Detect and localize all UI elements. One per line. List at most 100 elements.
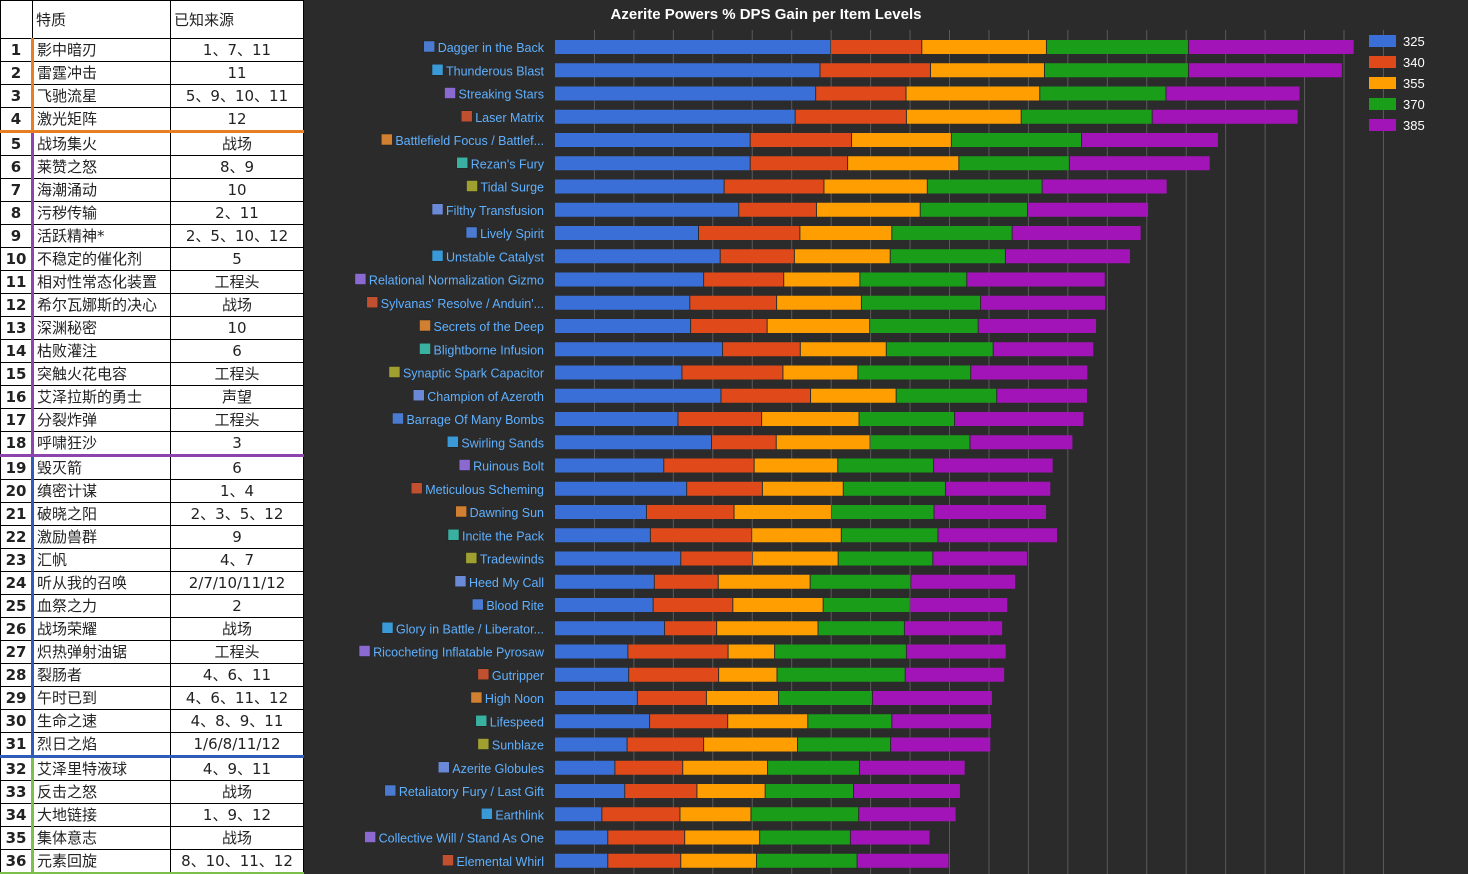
row-index: 29	[0, 686, 34, 710]
bar-segment-355	[706, 691, 779, 705]
category-label: High Noon	[485, 692, 544, 706]
trait-source: 4、9、11	[170, 756, 304, 781]
power-icon	[438, 761, 450, 773]
bar-segment-385	[1188, 63, 1342, 78]
bar-segment-355	[704, 737, 798, 752]
category-label: Ricocheting Inflatable Pyrosaw	[373, 646, 545, 660]
dps-chart: Azerite Powers % DPS Gain per Item Level…	[354, 6, 1425, 874]
bar-segment-325	[555, 481, 687, 496]
header-trait: 特质	[32, 0, 171, 39]
trait-source: 4、6、11、12	[170, 686, 304, 710]
bar-segment-325	[555, 86, 816, 101]
bar-segment-355	[680, 807, 751, 822]
row-index: 33	[0, 780, 34, 804]
bar-segment-385	[997, 388, 1087, 403]
bar-segment-370	[779, 691, 872, 705]
bar-segment-340	[628, 644, 728, 659]
row-index: 30	[0, 709, 34, 733]
bar-segment-370	[760, 830, 850, 845]
bar-segment-385	[934, 505, 1046, 519]
bar-segment-355	[848, 156, 959, 171]
table-row: 28 裂肠者 4、6、11	[0, 663, 304, 687]
category-label: Thunderous Blast	[446, 64, 545, 78]
power-icon	[477, 738, 490, 750]
category-label: Sylvanas' Resolve / Anduin'...	[381, 297, 544, 311]
bar-segment-340	[721, 388, 811, 403]
table-row: 31 烈日之焰 1/6/8/11/12	[0, 732, 304, 758]
bar-segment-355	[816, 202, 920, 217]
table-row: 4 激光矩阵 12	[0, 107, 304, 133]
bar-segment-385	[967, 272, 1105, 287]
power-icon	[410, 482, 423, 494]
trait-name: 生命之速	[32, 709, 171, 733]
trait-name: 炽热弹射油锯	[32, 640, 171, 664]
bar-segment-385	[1082, 133, 1218, 147]
trait-name: 突触火花电容	[32, 362, 171, 386]
bar-segment-340	[665, 621, 717, 636]
table-row: 2 雷霆冲击 11	[0, 61, 304, 85]
legend-swatch	[1369, 77, 1396, 89]
bar-segment-325	[555, 272, 704, 287]
bar-segment-370	[768, 760, 859, 775]
bar-segment-340	[653, 598, 733, 612]
trait-name: 激励兽群	[32, 525, 171, 549]
bar-segment-325	[555, 691, 637, 705]
category-label: Retaliatory Fury / Last Gift	[399, 785, 545, 799]
category-label: Synaptic Spark Capacitor	[403, 367, 544, 381]
trait-source: 6	[170, 339, 304, 363]
bar-segment-325	[555, 807, 602, 822]
row-index: 8	[0, 201, 34, 225]
bar-segment-370	[859, 412, 955, 426]
legend-swatch	[1369, 119, 1396, 131]
trait-source: 工程头	[170, 362, 304, 386]
bar-segment-385	[938, 528, 1057, 543]
category-label: Lively Spirit	[480, 227, 544, 241]
bar-segment-325	[555, 133, 750, 147]
legend-label: 340	[1403, 55, 1425, 70]
trait-name: 深渊秘密	[32, 316, 171, 340]
trait-source: 6	[170, 455, 304, 480]
bar-segment-340	[608, 830, 685, 845]
category-label: Champion of Azeroth	[427, 390, 544, 404]
bar-segment-385	[905, 667, 1005, 682]
row-index: 9	[0, 224, 34, 248]
trait-name: 缜密计谋	[32, 479, 171, 503]
table-row: 1 影中暗刃 1、7、11	[0, 38, 304, 62]
power-icon	[419, 343, 431, 355]
table-row: 6 莱赞之怒 8、9	[0, 155, 304, 179]
row-index: 11	[0, 270, 34, 294]
row-index: 27	[0, 640, 34, 664]
power-icon	[447, 529, 460, 541]
chart-panel: Azerite Powers % DPS Gain per Item Level…	[304, 0, 1468, 874]
bar-segment-340	[602, 807, 680, 822]
category-label: Filthy Transfusion	[446, 204, 544, 218]
bar-segment-370	[886, 342, 993, 357]
trait-name: 元素回旋	[32, 849, 171, 874]
table-row: 10 不稳定的催化剂 5	[0, 247, 304, 271]
power-icon	[465, 226, 478, 239]
power-icon	[431, 203, 444, 215]
trait-name: 毁灭箭	[32, 455, 171, 480]
power-icon	[465, 552, 478, 564]
bar-segment-355	[734, 505, 831, 519]
trait-source: 战场	[170, 826, 304, 850]
category-label: Unstable Catalyst	[446, 250, 544, 264]
trait-name: 活跃精神*	[32, 224, 171, 248]
trait-source: 10	[170, 316, 304, 340]
bar-segment-340	[820, 63, 930, 78]
trait-source: 11	[170, 61, 304, 85]
trait-name: 大地链接	[32, 803, 171, 827]
bar-segment-355	[930, 63, 1044, 78]
trait-source: 2/7/10/11/12	[170, 571, 304, 595]
category-label: Ruinous Bolt	[473, 460, 544, 474]
bar-segment-385	[933, 551, 1028, 566]
trait-name: 艾泽拉斯的勇士	[32, 385, 171, 409]
bar-segment-340	[723, 342, 800, 357]
table-row: 9 活跃精神* 2、5、10、12	[0, 224, 304, 248]
category-label: Meticulous Scheming	[425, 483, 544, 497]
row-index: 31	[0, 732, 34, 758]
bar-segment-370	[756, 853, 857, 868]
row-index: 23	[0, 548, 34, 572]
table-row: 12 希尔瓦娜斯的决心 战场	[0, 293, 304, 317]
row-index: 14	[0, 339, 34, 363]
